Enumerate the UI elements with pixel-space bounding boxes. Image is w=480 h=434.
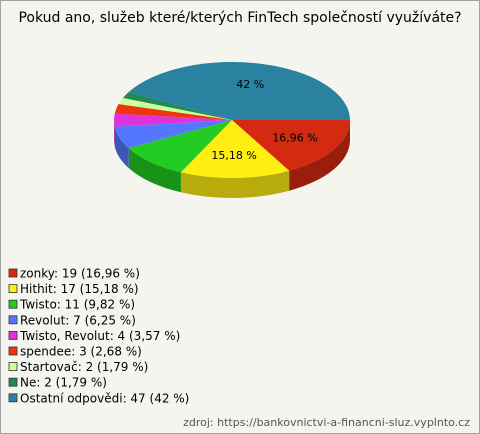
slice <box>180 120 290 178</box>
legend-label: Revolut: 7 (6,25 %) <box>20 313 136 327</box>
legend-label: Twisto: 11 (9,82 %) <box>19 298 135 312</box>
legend-swatch <box>8 299 18 309</box>
legend-label: zonky: 19 (16,96 %) <box>20 267 140 281</box>
legend-label: spendee: 3 (2,68 %) <box>20 345 142 359</box>
slice <box>232 120 350 171</box>
legend-label: Ostatní odpovědi: 47 (42 %) <box>20 391 189 405</box>
legend-label: Hithit: 17 (15,18 %) <box>20 282 139 296</box>
legend-swatch <box>8 346 18 356</box>
slice-side <box>114 120 115 147</box>
slice <box>114 104 232 120</box>
legend-label: Ne: 2 (1,79 %) <box>20 376 107 390</box>
legend-swatch <box>8 315 18 325</box>
slice-side <box>289 120 350 191</box>
slice <box>118 97 232 120</box>
source: zdroj: https://bankovnictvi-a-financni-s… <box>183 416 470 429</box>
data-label: 16,96 % <box>272 131 317 144</box>
legend-swatch <box>8 377 18 387</box>
legend-label: Startovač: 2 (1,79 %) <box>20 360 148 374</box>
legend-swatch <box>8 330 18 340</box>
slice <box>122 92 232 120</box>
slice <box>114 120 232 149</box>
legend-swatch <box>8 362 18 372</box>
slice-side <box>128 148 181 193</box>
legend-swatch <box>8 284 18 294</box>
slice <box>114 113 232 127</box>
slice-side <box>180 170 290 198</box>
data-label: 15,18 % <box>211 149 256 162</box>
data-label: 42 % <box>236 78 264 91</box>
slice-side <box>114 126 129 169</box>
slice <box>128 62 350 120</box>
legend-swatch <box>8 393 18 403</box>
legend-swatch <box>8 268 18 278</box>
slice <box>128 120 232 173</box>
chart-title: Pokud ano, služeb které/kterých FinTech … <box>18 10 461 26</box>
legend-label: Twisto, Revolut: 4 (3,57 %) <box>19 329 180 343</box>
